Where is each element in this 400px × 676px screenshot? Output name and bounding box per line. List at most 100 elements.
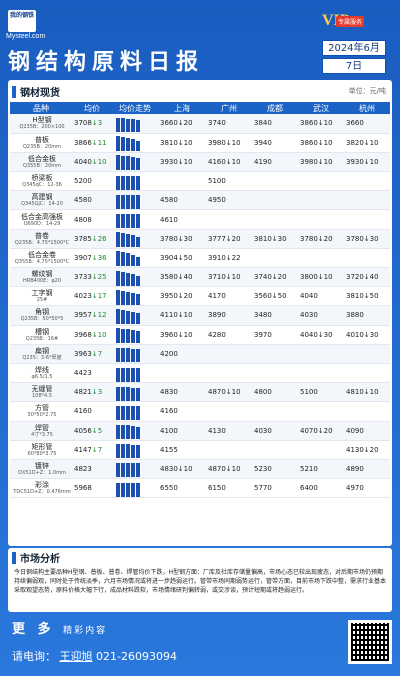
product-cell: 普卷 Q235B：4.75*1500*C (10, 229, 72, 249)
avg-price: 5200 (74, 177, 92, 186)
avg-price: 4040 (74, 157, 92, 166)
trend-bar (131, 311, 135, 324)
city-price-sh: 4830 (158, 382, 206, 403)
avg-change: ↓25 (91, 273, 107, 282)
city-price-hz (344, 248, 390, 269)
city-price-gz (206, 363, 252, 384)
column-header: 均价 (72, 102, 112, 114)
city-price-gz (206, 344, 252, 364)
section-title-prices: 钢材现货 (12, 84, 60, 99)
trend-bar (126, 405, 130, 420)
trend-bar (131, 194, 135, 209)
contact-name[interactable]: 王迎旭 (59, 650, 93, 663)
avg-price-cell: 4580 (72, 190, 112, 211)
more-content[interactable]: 更 多 精彩内容 (12, 618, 107, 637)
trend-cell (112, 114, 158, 134)
city-price-wh (298, 190, 344, 211)
trend-cell (112, 171, 158, 192)
city-price-wh (298, 440, 344, 460)
trend-bar (116, 155, 120, 171)
city-price-wh: 5100 (298, 382, 344, 403)
trend-sparkline (114, 326, 158, 344)
city-price-sh: 4160 (158, 401, 206, 422)
trend-bar (126, 425, 130, 440)
column-header: 品种 (10, 102, 72, 114)
trend-cell (112, 382, 158, 403)
product-name: H型钢 (32, 116, 52, 125)
product-cell: 角钢 Q235B：50*50*5 (10, 305, 72, 326)
trend-bar (126, 348, 130, 363)
avg-price-cell: 5968 (72, 478, 112, 499)
trend-bar (126, 386, 130, 401)
trend-bar (116, 289, 120, 305)
trend-bar (131, 330, 135, 344)
city-price-hz (344, 363, 390, 384)
table-row: H型钢 Q235B：200×100 3708↓3 3660↓20 3740 3840 386… (10, 114, 390, 134)
product-cell: 高建钢 Q345GJC：14-20 (10, 190, 72, 211)
avg-price: 3708 (74, 119, 92, 128)
avg-price-cell: 4056↓5 (72, 421, 112, 441)
city-price-hz: 4810↓10 (344, 382, 390, 403)
city-price-wh: 4030 (298, 305, 344, 326)
city-price-cd (252, 248, 298, 269)
avg-price: 4023 (74, 292, 92, 301)
product-spec: DX51D+Z：1.0mm (18, 469, 66, 476)
trend-bar (116, 232, 120, 248)
avg-price: 3785 (74, 234, 92, 243)
avg-change: ↓17 (91, 292, 107, 301)
product-spec: 25# (36, 297, 48, 304)
table-row: 低合金板 Q355B：20mm 4040↓10 3930↓10 4160↓10 4190 3… (10, 152, 390, 173)
trend-bar (116, 463, 120, 478)
logo-subtitle: Mysteel.com (6, 33, 46, 40)
trend-sparkline (114, 422, 158, 440)
trend-bar (126, 175, 130, 190)
trend-bar (131, 139, 135, 152)
trend-bar (136, 427, 140, 440)
city-price-sh: 4155 (158, 440, 206, 460)
trend-bar (136, 175, 140, 190)
trend-bar (121, 271, 125, 286)
product-name: 扁钢 (35, 346, 49, 355)
product-cell: 彩涂 TDC51D+Z：0.476mm (10, 478, 72, 499)
city-price-hz: 4890 (344, 459, 390, 480)
product-cell: 方管 50*50*2.75 (10, 401, 72, 422)
trend-bar (116, 117, 120, 132)
table-row: 矩形管 60*80*3.75 4147↓7 4155 4130↓20 (10, 440, 390, 460)
city-price-gz: 4870↓10 (206, 459, 252, 480)
product-name: 低合金卷 (28, 250, 56, 259)
trend-bar (131, 426, 135, 440)
city-price-gz: 4950 (206, 190, 252, 211)
city-price-gz: 3980↓10 (206, 133, 252, 153)
trend-bar (116, 405, 120, 420)
product-name: 焊线 (35, 366, 49, 375)
trend-bar (131, 367, 135, 382)
table-row: 工字钢 25# 4023↓17 3950↓20 4170 3560↓50 4040 3810↓… (10, 286, 390, 307)
product-cell: 焊管 4寸*3.75 (10, 421, 72, 441)
product-name: 无缝管 (31, 385, 53, 394)
day-box: 7日 (322, 58, 386, 74)
trend-bar (136, 349, 140, 363)
table-row: 槽钢 Q235B：16# 3968↓10 3960↓10 4280 3970 4040↓30… (10, 325, 390, 345)
contact-phone[interactable]: 021-26093094 (96, 650, 177, 663)
analysis-card: 市场分析 今日钢结构主要品种H型钢、普板、普卷、焊管均价下跌，H型钢方面：厂库及… (8, 548, 392, 612)
trend-bar (136, 463, 140, 478)
trend-bar (136, 158, 140, 171)
avg-price-cell: 4040↓10 (72, 152, 112, 173)
avg-price: 3733 (74, 273, 92, 282)
table-body: H型钢 Q235B：200×100 3708↓3 3660↓20 3740 3840 386… (10, 114, 390, 499)
avg-change: ↓5 (91, 426, 103, 435)
footer: 更 多 精彩内容 请电询： 王迎旭 021-26093094 (0, 614, 400, 676)
trend-sparkline (114, 480, 158, 497)
more-label: 更 多 (12, 622, 55, 637)
city-price-sh: 4610 (158, 209, 206, 230)
table-row: 镀锌 DX51D+Z：1.0mm 4823 4830↓10 4870↓10 5230 521… (10, 459, 390, 480)
city-price-gz: 5100 (206, 171, 252, 192)
month-box: 2024年6月 (322, 40, 386, 56)
trend-bar (136, 119, 140, 132)
column-header: 上海 (158, 102, 206, 114)
trend-bar (116, 308, 120, 324)
trend-bar (116, 425, 120, 440)
avg-price: 3907 (74, 253, 92, 262)
trend-cell (112, 459, 158, 480)
avg-price-cell: 3708↓3 (72, 114, 112, 134)
